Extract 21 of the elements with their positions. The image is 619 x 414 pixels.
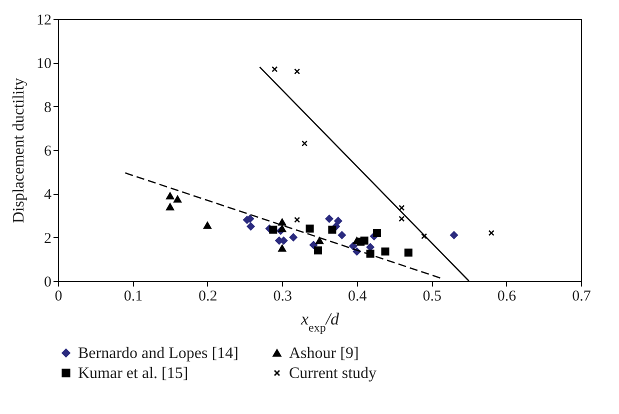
y-tick-label: 0 — [44, 274, 52, 290]
y-tick-label: 10 — [36, 56, 52, 72]
legend-label: Kumar et al. [15] — [78, 365, 188, 382]
y-tick-label: 12 — [36, 12, 52, 28]
x-tick-label: 0 — [54, 288, 62, 304]
y-tick-label: 4 — [44, 187, 52, 204]
x-tick-label: 0.7 — [572, 288, 592, 304]
y-tick-label: 2 — [44, 230, 52, 247]
x-tick-label: 0.2 — [198, 288, 218, 304]
x-tick-label: 0.6 — [497, 288, 517, 304]
legend-label: Current study — [289, 365, 377, 382]
x-tick-label: 0.3 — [273, 288, 292, 304]
y-tick-label: 6 — [44, 144, 52, 160]
legend-label: Ashour [9] — [289, 345, 359, 362]
legend-label: Bernardo and Lopes [14] — [78, 345, 238, 362]
x-axis-title: x$_{exp}$/d — [300, 310, 340, 334]
x-tick-label: 0.4 — [348, 288, 368, 304]
y-axis-title: Displacement ductility — [10, 78, 28, 224]
y-tick-label: 8 — [44, 100, 52, 116]
x-tick-label: 0.5 — [422, 288, 442, 304]
x-tick-label: 0.1 — [124, 288, 143, 304]
